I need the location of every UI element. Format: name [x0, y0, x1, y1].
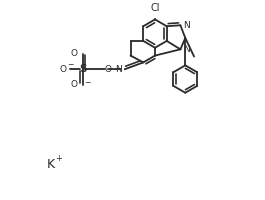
Text: K: K [46, 158, 55, 171]
Text: S: S [79, 64, 86, 74]
Text: N: N [116, 65, 122, 74]
Text: Cl: Cl [150, 3, 160, 13]
Text: N: N [183, 21, 189, 30]
Text: N: N [183, 45, 189, 54]
Text: O: O [60, 65, 67, 74]
Text: O: O [71, 49, 78, 58]
Text: +: + [55, 154, 61, 163]
Text: O: O [71, 80, 78, 89]
Text: −: − [85, 78, 91, 87]
Text: −: − [68, 60, 74, 69]
Text: O: O [105, 65, 112, 74]
